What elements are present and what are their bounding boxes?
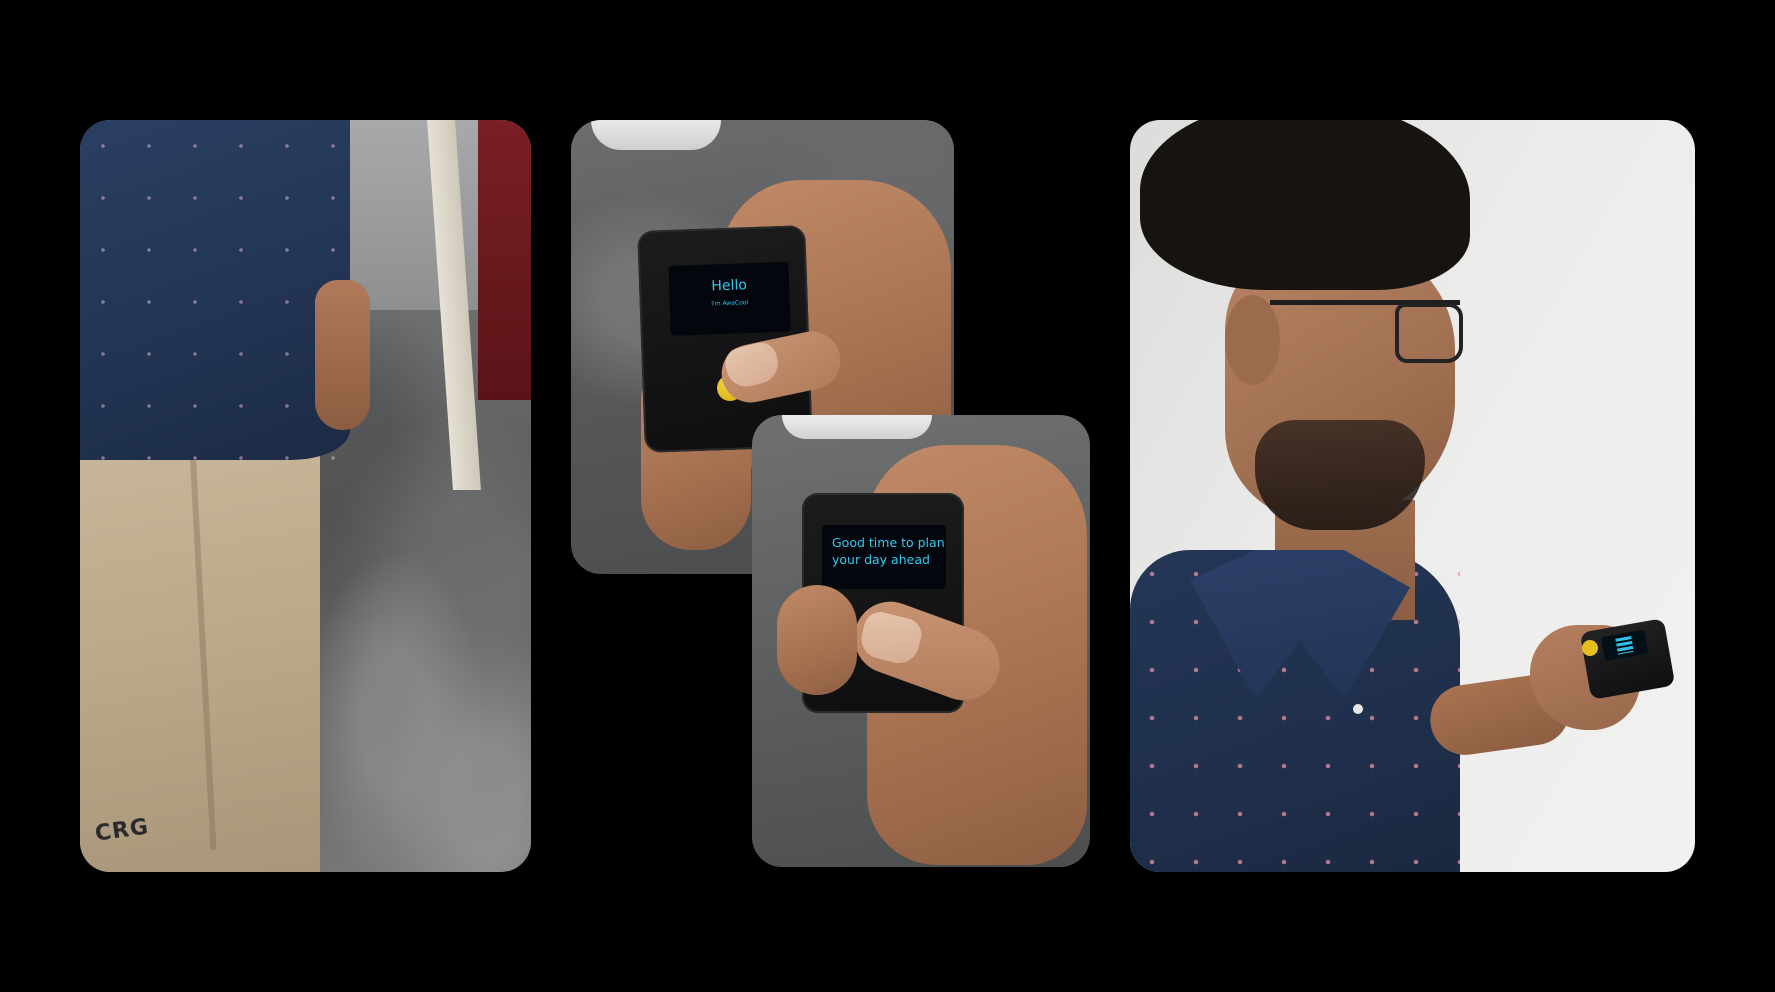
device-button [1582,640,1598,656]
screen-line-1: Good time to plan [832,535,945,550]
glasses-frame [1270,300,1460,365]
chair [782,415,932,439]
device-screen [1600,629,1649,661]
chair [591,120,721,150]
ear [1225,295,1280,385]
red-panel [478,120,531,400]
beard [1255,420,1425,530]
khaki-pants [80,420,320,872]
device-screen: Hello I'm AwaCool [668,261,791,336]
navy-shirt [80,120,350,460]
shirt-pattern [80,120,350,460]
glasses-lens [1395,303,1463,363]
hand [315,280,370,430]
hair [1140,120,1470,290]
screen-bars-icon [1615,636,1634,655]
device-in-hand [1579,618,1676,700]
device-message-photo: Good time to plan your day ahead [752,415,1090,867]
device-screen: Good time to plan your day ahead [822,525,946,589]
pocket-photo: CRG [80,120,531,872]
screen-line-2: your day ahead [832,552,930,567]
person-photo [1130,120,1695,872]
fingers [777,585,857,695]
shirt-button [1353,704,1363,714]
